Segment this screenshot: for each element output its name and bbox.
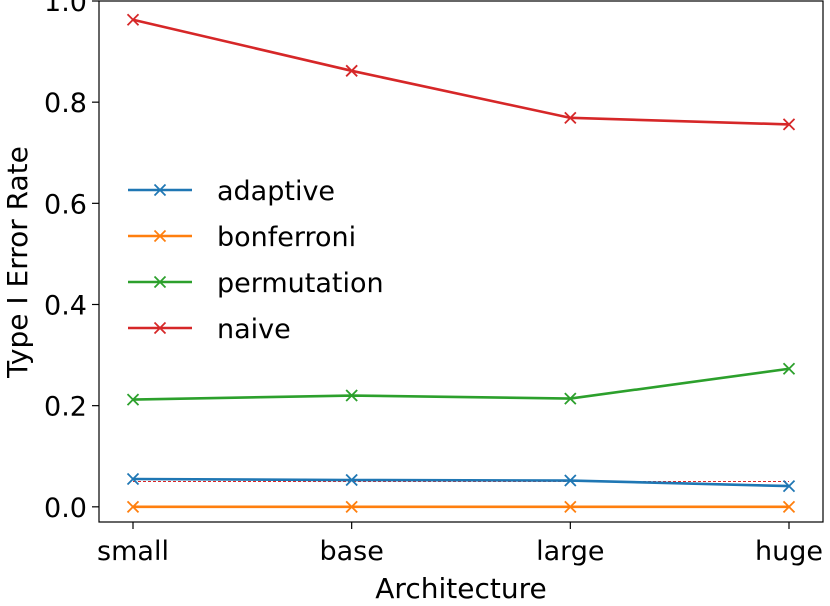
data-point-naive <box>782 118 796 131</box>
series-layer <box>126 13 796 513</box>
y-tick-label: 0.2 <box>44 392 87 423</box>
y-tick-label: 0.4 <box>44 290 87 321</box>
legend-marker <box>153 275 167 289</box>
x-axis: small base large huge <box>97 522 823 567</box>
legend-item-bonferroni: bonferroni <box>128 222 356 253</box>
legend-label: permutation <box>217 268 384 299</box>
series-line-naive <box>132 18 790 126</box>
legend-marker <box>153 183 167 197</box>
data-point-bonferroni <box>345 500 358 513</box>
data-point-bonferroni <box>782 500 796 513</box>
series-bonferroni <box>126 500 796 513</box>
data-point-permutation <box>126 393 140 406</box>
legend-label: adaptive <box>217 176 335 207</box>
series-line-permutation <box>132 367 790 401</box>
legend-item-permutation: permutation <box>128 268 384 299</box>
y-tick-label: 1.0 <box>44 0 87 18</box>
data-point-bonferroni <box>564 500 577 513</box>
data-point-permutation <box>782 362 796 375</box>
series-naive <box>126 13 796 131</box>
data-point-permutation <box>564 392 577 405</box>
data-point-adaptive <box>782 479 796 493</box>
legend-label: bonferroni <box>217 222 356 253</box>
series-permutation <box>126 362 796 406</box>
data-point-naive <box>564 111 577 124</box>
legend-label: naive <box>217 314 291 345</box>
legend: adaptive bonferroni permutation naive <box>128 176 384 345</box>
series-adaptive <box>126 472 796 493</box>
y-axis: 0.0 0.2 0.4 0.6 0.8 1.0 <box>44 0 99 524</box>
data-point-adaptive <box>564 474 577 487</box>
x-tick-label: small <box>97 536 169 567</box>
y-tick-label: 0.6 <box>44 189 87 220</box>
y-axis-label: Type I Error Rate <box>1 146 34 379</box>
legend-marker <box>153 229 167 243</box>
data-point-naive <box>345 64 358 77</box>
data-point-bonferroni <box>126 500 140 513</box>
data-point-naive <box>126 13 140 26</box>
data-point-adaptive <box>126 472 140 486</box>
legend-item-adaptive: adaptive <box>128 176 335 207</box>
data-point-adaptive <box>345 473 358 487</box>
x-tick-label: large <box>536 536 604 567</box>
x-tick-label: huge <box>755 536 823 567</box>
y-tick-label: 0.0 <box>44 493 87 524</box>
legend-marker <box>153 321 167 335</box>
x-axis-label: Architecture <box>375 572 546 605</box>
series-line-adaptive <box>132 477 790 488</box>
legend-item-naive: naive <box>128 314 291 345</box>
x-tick-label: base <box>319 536 383 567</box>
plot-area <box>98 0 824 523</box>
y-tick-label: 0.8 <box>44 88 87 119</box>
data-point-permutation <box>345 389 358 402</box>
